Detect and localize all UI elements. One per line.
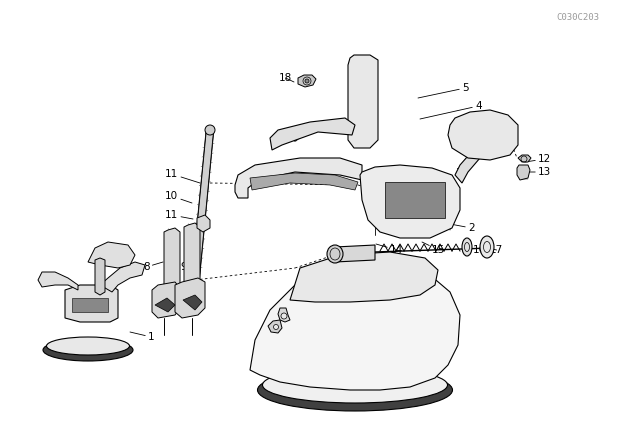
Polygon shape bbox=[335, 245, 375, 262]
Text: 11: 11 bbox=[165, 169, 200, 183]
Polygon shape bbox=[360, 165, 460, 238]
Text: 12: 12 bbox=[525, 154, 551, 164]
Polygon shape bbox=[348, 55, 378, 148]
Polygon shape bbox=[175, 278, 205, 318]
Text: 18: 18 bbox=[279, 73, 294, 83]
Circle shape bbox=[281, 313, 287, 319]
Polygon shape bbox=[518, 155, 531, 162]
Text: 2: 2 bbox=[450, 223, 475, 233]
Polygon shape bbox=[278, 308, 290, 322]
Polygon shape bbox=[184, 223, 200, 287]
Polygon shape bbox=[270, 118, 355, 150]
Polygon shape bbox=[298, 75, 316, 87]
Polygon shape bbox=[152, 282, 180, 318]
Polygon shape bbox=[250, 173, 358, 190]
Ellipse shape bbox=[257, 369, 452, 411]
Polygon shape bbox=[385, 182, 445, 218]
Text: 15: 15 bbox=[422, 242, 445, 255]
Text: 7: 7 bbox=[277, 325, 296, 335]
Ellipse shape bbox=[480, 236, 494, 258]
Text: 13: 13 bbox=[524, 167, 551, 177]
Ellipse shape bbox=[327, 245, 343, 263]
Circle shape bbox=[273, 324, 278, 329]
Polygon shape bbox=[164, 228, 180, 290]
Text: 16: 16 bbox=[467, 244, 486, 255]
Polygon shape bbox=[183, 295, 202, 310]
Polygon shape bbox=[250, 262, 460, 390]
Polygon shape bbox=[65, 285, 118, 322]
Polygon shape bbox=[38, 272, 78, 290]
Polygon shape bbox=[517, 165, 530, 180]
Text: 11: 11 bbox=[165, 210, 193, 220]
Text: 17: 17 bbox=[488, 245, 503, 255]
Text: 6: 6 bbox=[284, 309, 303, 321]
Polygon shape bbox=[72, 298, 108, 312]
Text: 3: 3 bbox=[428, 168, 461, 186]
Text: 1: 1 bbox=[130, 332, 155, 342]
Polygon shape bbox=[268, 320, 282, 333]
Polygon shape bbox=[235, 158, 362, 198]
Ellipse shape bbox=[47, 337, 129, 355]
Text: 5: 5 bbox=[418, 83, 468, 98]
Ellipse shape bbox=[262, 367, 447, 403]
Circle shape bbox=[205, 125, 215, 135]
Text: 4: 4 bbox=[420, 101, 482, 119]
Polygon shape bbox=[290, 252, 438, 302]
Polygon shape bbox=[455, 130, 510, 183]
Polygon shape bbox=[197, 215, 210, 232]
Circle shape bbox=[190, 280, 200, 290]
Text: 8: 8 bbox=[143, 262, 163, 272]
Polygon shape bbox=[95, 258, 105, 295]
Text: 9: 9 bbox=[180, 260, 196, 272]
Text: 14: 14 bbox=[376, 244, 403, 255]
Text: C030C203: C030C203 bbox=[557, 13, 600, 22]
Polygon shape bbox=[88, 242, 135, 268]
Polygon shape bbox=[448, 110, 518, 160]
Polygon shape bbox=[100, 262, 145, 292]
Ellipse shape bbox=[43, 339, 133, 361]
Ellipse shape bbox=[462, 238, 472, 256]
Ellipse shape bbox=[257, 351, 433, 385]
Text: 10: 10 bbox=[165, 191, 192, 203]
Polygon shape bbox=[191, 129, 214, 286]
Polygon shape bbox=[155, 298, 175, 312]
Circle shape bbox=[305, 79, 309, 83]
